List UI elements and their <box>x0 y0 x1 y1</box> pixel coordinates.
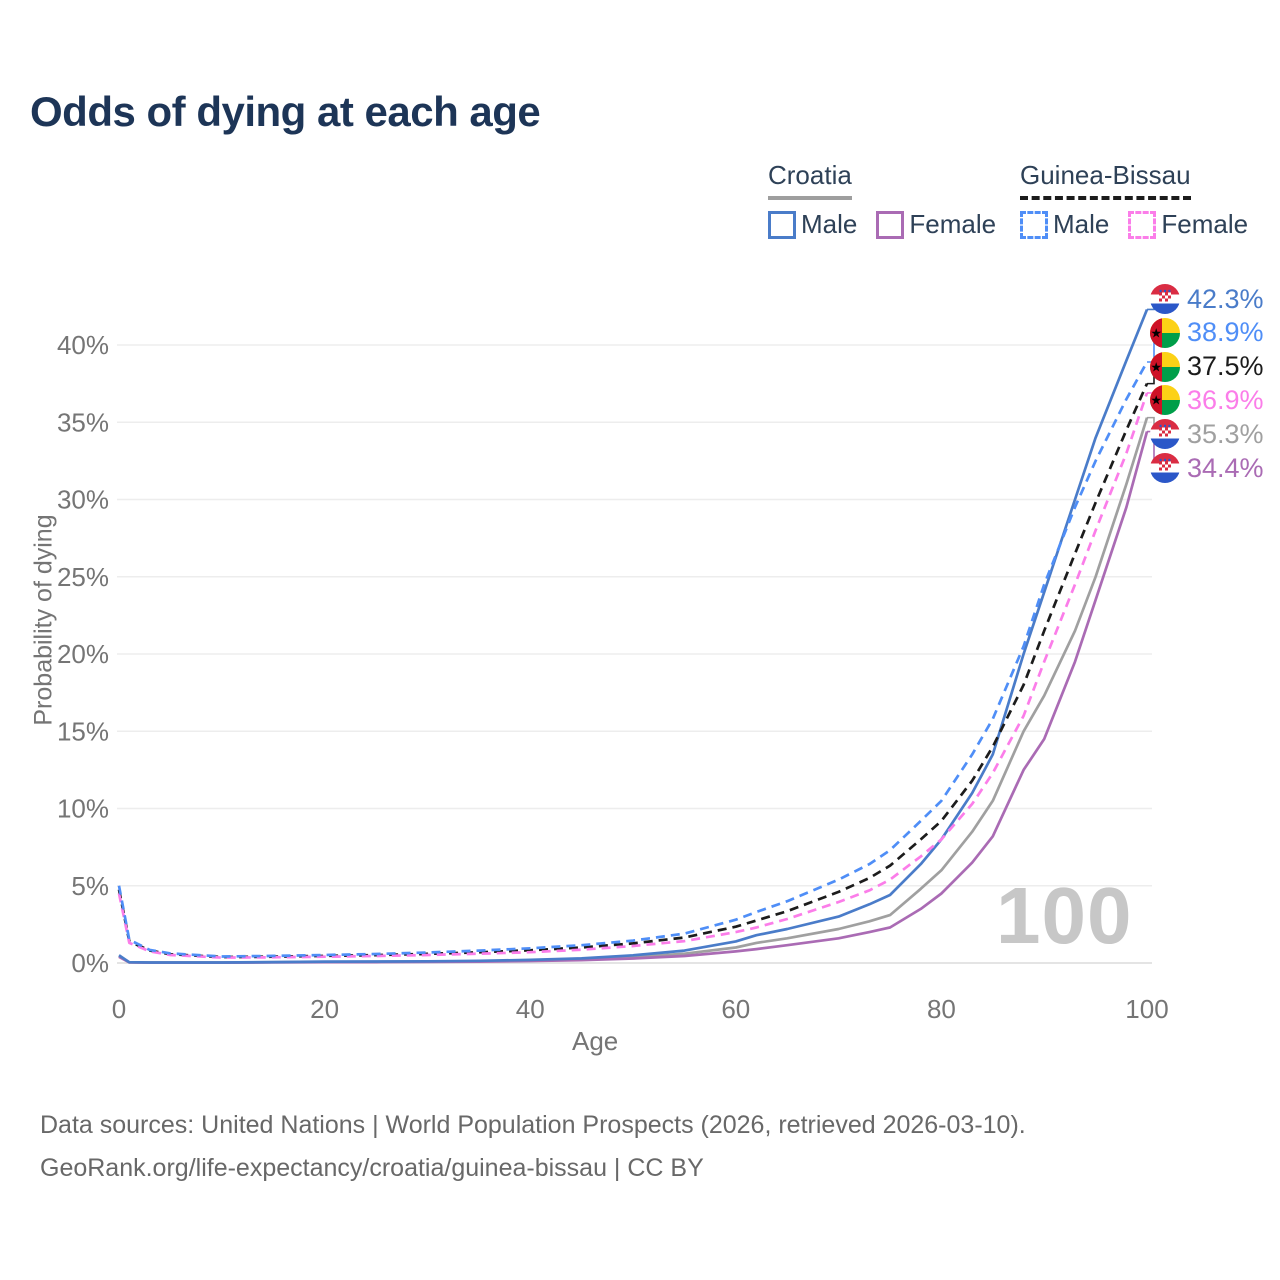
legend-label: Female <box>909 209 997 239</box>
legend-swatch-croatia-female <box>876 210 905 239</box>
legend-label: Male <box>1053 209 1110 239</box>
legend-item-croatia-female[interactable]: Female <box>876 209 996 240</box>
legend-item-guinea-bissau-male[interactable]: Male <box>1020 209 1109 240</box>
y-tick-label: 35% <box>57 407 109 437</box>
end-label-row: ★ 38.9% <box>1150 317 1264 348</box>
end-label-row: 35.3% <box>1150 418 1264 450</box>
y-tick-label: 25% <box>57 562 109 592</box>
y-tick-label: 40% <box>57 330 109 360</box>
legend-header-guinea-bissau: Guinea-Bissau <box>1020 160 1191 200</box>
data-sources-line: Data sources: United Nations | World Pop… <box>40 1111 1026 1139</box>
series-line-gw_female <box>117 392 1149 959</box>
flag-croatia-icon <box>1150 284 1180 314</box>
legend-swatch-guinea-bissau-male <box>1020 210 1048 239</box>
svg-text:★: ★ <box>1150 325 1162 340</box>
legend-label: Female <box>1161 209 1249 239</box>
y-tick-label: 5% <box>71 871 109 901</box>
legend-label: Male <box>801 209 858 239</box>
end-label-value: 36.9% <box>1187 384 1264 415</box>
flag-guinea-bissau-icon: ★ <box>1150 385 1180 416</box>
legend-group-guinea-bissau: Guinea-Bissau Male Female <box>1020 160 1248 240</box>
footer: Data sources: United Nations | World Pop… <box>40 1104 1026 1190</box>
x-tick-label: 0 <box>112 994 126 1024</box>
legend-item-croatia-male[interactable]: Male <box>768 209 857 240</box>
end-label-value: 42.3% <box>1187 283 1264 314</box>
end-label-value: 38.9% <box>1187 317 1264 348</box>
flag-croatia-icon <box>1150 419 1180 450</box>
svg-text:★: ★ <box>1150 359 1162 374</box>
end-label-value: 37.5% <box>1187 351 1264 382</box>
attribution-line: GeoRank.org/life-expectancy/croatia/guin… <box>40 1154 704 1182</box>
y-tick-label: 10% <box>57 794 109 824</box>
y-tick-label: 0% <box>71 948 109 978</box>
legend-swatch-croatia-male <box>768 210 796 239</box>
legend-group-croatia: Croatia Male Female <box>768 160 996 240</box>
x-tick-label: 60 <box>721 994 750 1024</box>
x-tick-label: 20 <box>310 994 339 1024</box>
svg-text:★: ★ <box>1150 393 1162 408</box>
x-tick-label: 40 <box>516 994 545 1024</box>
end-label-row: 34.4% <box>1150 453 1264 483</box>
end-label-row: ★ 36.9% <box>1150 384 1264 416</box>
x-tick-label: 100 <box>1125 994 1168 1024</box>
end-label-value: 35.3% <box>1187 418 1264 449</box>
series-line-gw_male <box>117 361 1149 958</box>
y-tick-label: 20% <box>57 639 109 669</box>
legend-item-guinea-bissau-female[interactable]: Female <box>1128 209 1248 240</box>
y-tick-label: 30% <box>57 485 109 515</box>
end-label-row: ★ 37.5% <box>1150 351 1264 382</box>
x-tick-label: 80 <box>927 994 956 1024</box>
series-line-hr_male <box>118 308 1149 964</box>
series-line-gw_both <box>117 383 1149 959</box>
legend-swatch-guinea-bissau-female <box>1128 210 1157 239</box>
page-title: Odds of dying at each age <box>30 88 541 135</box>
flag-croatia-icon <box>1150 453 1180 483</box>
end-label-row: 42.3% <box>1150 284 1264 314</box>
end-label-value: 34.4% <box>1187 452 1264 483</box>
legend-header-croatia: Croatia <box>768 160 852 200</box>
x-axis-title: Age <box>572 1026 619 1056</box>
y-tick-label: 15% <box>57 716 109 746</box>
flag-guinea-bissau-icon: ★ <box>1150 351 1180 382</box>
flag-guinea-bissau-icon: ★ <box>1150 317 1180 348</box>
series-line-hr_female <box>118 431 1149 965</box>
age-watermark: 100 <box>996 871 1133 960</box>
